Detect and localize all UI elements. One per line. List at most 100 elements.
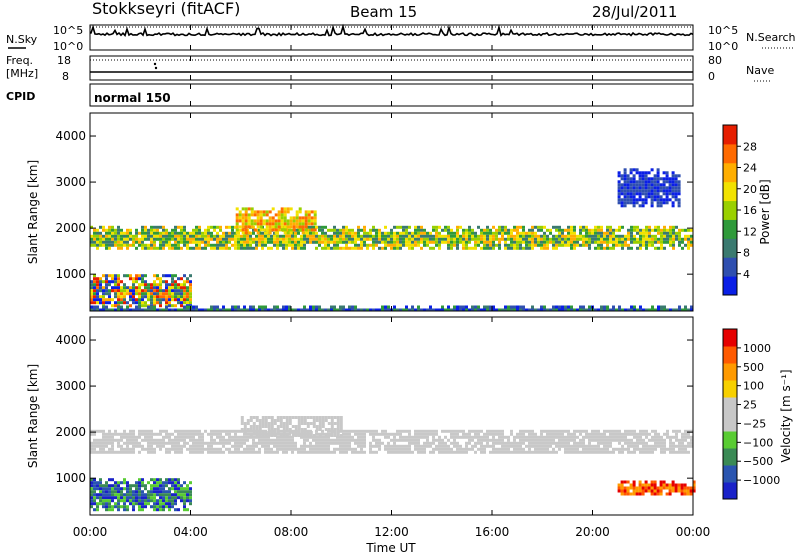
data-cell — [285, 429, 288, 433]
data-cell — [510, 441, 513, 445]
data-cell — [156, 246, 159, 250]
data-cell — [396, 450, 399, 454]
data-cell — [168, 237, 171, 241]
data-cell — [144, 447, 147, 451]
data-cell — [108, 274, 111, 278]
data-cell — [650, 192, 654, 196]
data-cell — [126, 289, 129, 293]
data-cell — [653, 177, 657, 181]
data-cell — [618, 447, 621, 451]
data-cell — [639, 243, 642, 247]
data-cell — [150, 447, 153, 451]
data-cell — [531, 225, 534, 229]
data-cell — [525, 240, 528, 244]
data-cell — [597, 228, 600, 232]
data-cell — [204, 228, 207, 232]
data-cell — [378, 228, 381, 232]
data-cell — [617, 483, 621, 487]
data-cell — [114, 490, 117, 494]
data-cell — [165, 301, 168, 305]
data-cell — [129, 286, 132, 290]
data-cell — [180, 496, 183, 500]
data-cell — [345, 441, 348, 445]
data-cell — [656, 489, 660, 493]
data-cell — [162, 292, 165, 296]
data-cell — [588, 447, 591, 451]
data-cell — [501, 234, 504, 238]
data-cell — [423, 243, 426, 247]
data-cell — [225, 246, 228, 250]
data-cell — [647, 195, 651, 199]
data-cell — [351, 438, 354, 442]
data-cell — [671, 192, 675, 196]
data-cell — [609, 231, 612, 235]
data-cell — [561, 429, 564, 433]
data-cell — [477, 432, 480, 436]
data-cell — [285, 441, 288, 445]
data-cell — [549, 432, 552, 436]
colorbar-swatch — [723, 346, 737, 364]
data-cell — [543, 450, 546, 454]
data-cell — [546, 432, 549, 436]
data-cell — [609, 234, 612, 238]
data-cell — [198, 447, 201, 451]
data-cell — [609, 435, 612, 439]
data-cell — [492, 444, 495, 448]
data-cell — [177, 444, 180, 448]
data-cell — [345, 225, 348, 229]
data-cell — [111, 447, 114, 451]
data-cell — [258, 431, 262, 434]
data-cell — [630, 429, 633, 433]
data-cell — [516, 444, 519, 448]
data-cell — [153, 502, 156, 506]
data-cell — [567, 305, 570, 309]
data-cell — [684, 234, 687, 238]
data-cell — [606, 305, 609, 309]
data-cell — [138, 450, 141, 454]
data-cell — [247, 207, 251, 211]
data-cell — [342, 234, 345, 238]
data-cell — [138, 502, 141, 506]
data-cell — [309, 441, 312, 445]
data-cell — [309, 450, 312, 454]
data-cell — [327, 438, 330, 442]
data-cell — [680, 483, 684, 487]
data-cell — [408, 234, 411, 238]
data-cell — [629, 168, 633, 172]
data-cell — [303, 450, 306, 454]
data-cell — [159, 447, 162, 451]
data-cell — [417, 240, 420, 244]
data-cell — [129, 308, 132, 312]
data-cell — [291, 425, 295, 428]
data-cell — [261, 434, 265, 437]
data-cell — [659, 198, 663, 202]
data-cell — [633, 225, 636, 229]
data-cell — [635, 183, 639, 187]
data-cell — [270, 438, 273, 442]
data-cell — [99, 289, 102, 293]
data-cell — [375, 441, 378, 445]
data-cell — [249, 416, 253, 419]
data-cell — [108, 438, 111, 442]
data-cell — [510, 243, 513, 247]
data-cell — [99, 490, 102, 494]
data-cell — [387, 308, 390, 312]
data-cell — [186, 435, 189, 439]
data-cell — [120, 301, 123, 305]
data-cell — [246, 234, 249, 238]
data-cell — [504, 305, 507, 309]
data-cell — [120, 292, 123, 296]
data-cell — [507, 246, 510, 250]
data-cell — [93, 237, 96, 241]
data-cell — [510, 305, 513, 309]
colorbar-swatch — [723, 238, 737, 258]
data-cell — [259, 216, 263, 220]
colorbar-swatch — [723, 465, 737, 483]
data-cell — [258, 441, 261, 445]
data-cell — [132, 429, 135, 433]
data-cell — [231, 444, 234, 448]
data-cell — [147, 493, 150, 497]
data-cell — [240, 435, 243, 439]
data-cell — [519, 308, 522, 312]
data-cell — [99, 234, 102, 238]
